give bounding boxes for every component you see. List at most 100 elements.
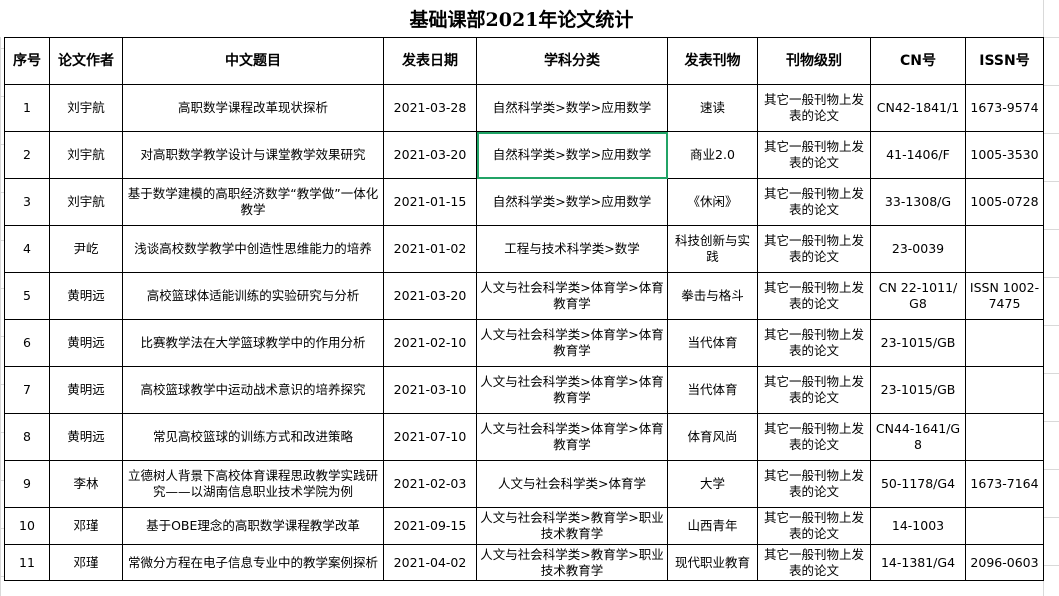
cell-title[interactable]: 基于数学建模的高职经济数学“教学做”一体化教学 (122, 178, 384, 226)
cell-level[interactable]: 其它一般刊物上发表的论文 (757, 225, 871, 273)
cell-title[interactable]: 高校篮球教学中运动战术意识的培养探究 (122, 366, 384, 414)
cell-index[interactable]: 1 (4, 84, 50, 132)
cell-issn[interactable] (965, 507, 1044, 545)
cell-issn[interactable]: ISSN 1002-7475 (965, 272, 1044, 320)
column-header-author[interactable]: 论文作者 (49, 37, 123, 85)
cell-title[interactable]: 基于OBE理念的高职数学课程教学改革 (122, 507, 384, 545)
cell-journal[interactable]: 速读 (667, 84, 758, 132)
cell-issn[interactable] (965, 319, 1044, 367)
cell-author[interactable]: 尹屹 (49, 225, 123, 273)
column-header-cn[interactable]: CN号 (870, 37, 966, 85)
cell-cn[interactable]: 14-1381/G4 (870, 544, 966, 581)
cell-issn[interactable]: 1673-9574 (965, 84, 1044, 132)
cell-cn[interactable]: CN44-1641/G8 (870, 413, 966, 461)
cell-level[interactable]: 其它一般刊物上发表的论文 (757, 178, 871, 226)
cell-date[interactable]: 2021-01-15 (383, 178, 477, 226)
cell-issn[interactable] (965, 225, 1044, 273)
cell-journal[interactable]: 现代职业教育 (667, 544, 758, 581)
cell-index[interactable]: 5 (4, 272, 50, 320)
cell-cn[interactable]: 14-1003 (870, 507, 966, 545)
cell-category[interactable]: 人文与社会科学类>体育学>体育教育学 (476, 413, 668, 461)
cell-date[interactable]: 2021-04-02 (383, 544, 477, 581)
cell-journal[interactable]: 拳击与格斗 (667, 272, 758, 320)
column-header-date[interactable]: 发表日期 (383, 37, 477, 85)
cell-cn[interactable]: 33-1308/G (870, 178, 966, 226)
cell-issn[interactable]: 1005-3530 (965, 131, 1044, 179)
cell-title[interactable]: 常微分方程在电子信息专业中的教学案例探析 (122, 544, 384, 581)
cell-issn[interactable] (965, 413, 1044, 461)
cell-index[interactable]: 4 (4, 225, 50, 273)
column-header-issn[interactable]: ISSN号 (965, 37, 1044, 85)
cell-level[interactable]: 其它一般刊物上发表的论文 (757, 84, 871, 132)
cell-index[interactable]: 8 (4, 413, 50, 461)
cell-author[interactable]: 邓瑾 (49, 544, 123, 581)
cell-author[interactable]: 李林 (49, 460, 123, 508)
cell-category[interactable]: 人文与社会科学类>体育学>体育教育学 (476, 366, 668, 414)
cell-category[interactable]: 人文与社会科学类>教育学>职业技术教育学 (476, 544, 668, 581)
cell-journal[interactable]: 科技创新与实践 (667, 225, 758, 273)
cell-cn[interactable]: 23-1015/GB (870, 319, 966, 367)
cell-title[interactable]: 立德树人背景下高校体育课程思政教学实践研究——以湖南信息职业技术学院为例 (122, 460, 384, 508)
cell-category[interactable]: 人文与社会科学类>体育学 (476, 460, 668, 508)
cell-cn[interactable]: 23-1015/GB (870, 366, 966, 414)
cell-level[interactable]: 其它一般刊物上发表的论文 (757, 507, 871, 545)
cell-title[interactable]: 常见高校篮球的训练方式和改进策略 (122, 413, 384, 461)
empty-grid-area[interactable] (1043, 0, 1059, 596)
cell-category[interactable]: 人文与社会科学类>教育学>职业技术教育学 (476, 507, 668, 545)
cell-index[interactable]: 7 (4, 366, 50, 414)
cell-cn[interactable]: 41-1406/F (870, 131, 966, 179)
cell-date[interactable]: 2021-02-10 (383, 319, 477, 367)
cell-author[interactable]: 黄明远 (49, 366, 123, 414)
column-header-category[interactable]: 学科分类 (476, 37, 668, 85)
cell-author[interactable]: 刘宇航 (49, 131, 123, 179)
column-header-title[interactable]: 中文题目 (122, 37, 384, 85)
cell-cn[interactable]: CN42-1841/1 (870, 84, 966, 132)
cell-index[interactable]: 9 (4, 460, 50, 508)
cell-date[interactable]: 2021-03-20 (383, 272, 477, 320)
cell-category[interactable]: 工程与技术科学类>数学 (476, 225, 668, 273)
cell-author[interactable]: 刘宇航 (49, 84, 123, 132)
cell-category[interactable]: 自然科学类>数学>应用数学 (476, 131, 668, 179)
cell-cn[interactable]: 50-1178/G4 (870, 460, 966, 508)
cell-cn[interactable]: 23-0039 (870, 225, 966, 273)
cell-date[interactable]: 2021-03-28 (383, 84, 477, 132)
cell-journal[interactable]: 当代体育 (667, 366, 758, 414)
cell-title[interactable]: 高校篮球体适能训练的实验研究与分析 (122, 272, 384, 320)
cell-issn[interactable]: 1673-7164 (965, 460, 1044, 508)
cell-journal[interactable]: 《休闲》 (667, 178, 758, 226)
sheet-title[interactable]: 基础课部2021年论文统计 (0, 0, 1043, 37)
cell-journal[interactable]: 体育风尚 (667, 413, 758, 461)
cell-journal[interactable]: 商业2.0 (667, 131, 758, 179)
cell-index[interactable]: 10 (4, 507, 50, 545)
cell-title[interactable]: 浅谈高校数学教学中创造性思维能力的培养 (122, 225, 384, 273)
cell-level[interactable]: 其它一般刊物上发表的论文 (757, 131, 871, 179)
cell-level[interactable]: 其它一般刊物上发表的论文 (757, 319, 871, 367)
column-header-journal[interactable]: 发表刊物 (667, 37, 758, 85)
cell-level[interactable]: 其它一般刊物上发表的论文 (757, 272, 871, 320)
cell-index[interactable]: 6 (4, 319, 50, 367)
cell-index[interactable]: 2 (4, 131, 50, 179)
cell-issn[interactable]: 1005-0728 (965, 178, 1044, 226)
cell-level[interactable]: 其它一般刊物上发表的论文 (757, 460, 871, 508)
cell-title[interactable]: 对高职数学教学设计与课堂教学效果研究 (122, 131, 384, 179)
cell-author[interactable]: 黄明远 (49, 319, 123, 367)
cell-level[interactable]: 其它一般刊物上发表的论文 (757, 413, 871, 461)
cell-title[interactable]: 比赛教学法在大学篮球教学中的作用分析 (122, 319, 384, 367)
cell-journal[interactable]: 当代体育 (667, 319, 758, 367)
cell-title[interactable]: 高职数学课程改革现状探析 (122, 84, 384, 132)
cell-category[interactable]: 人文与社会科学类>体育学>体育教育学 (476, 319, 668, 367)
cell-index[interactable]: 11 (4, 544, 50, 581)
cell-date[interactable]: 2021-03-20 (383, 131, 477, 179)
cell-date[interactable]: 2021-07-10 (383, 413, 477, 461)
cell-level[interactable]: 其它一般刊物上发表的论文 (757, 544, 871, 581)
column-header-index[interactable]: 序号 (4, 37, 50, 85)
cell-issn[interactable] (965, 366, 1044, 414)
cell-category[interactable]: 自然科学类>数学>应用数学 (476, 84, 668, 132)
cell-author[interactable]: 刘宇航 (49, 178, 123, 226)
cell-date[interactable]: 2021-03-10 (383, 366, 477, 414)
column-header-level[interactable]: 刊物级别 (757, 37, 871, 85)
cell-category[interactable]: 人文与社会科学类>体育学>体育教育学 (476, 272, 668, 320)
cell-level[interactable]: 其它一般刊物上发表的论文 (757, 366, 871, 414)
cell-issn[interactable]: 2096-0603 (965, 544, 1044, 581)
cell-date[interactable]: 2021-09-15 (383, 507, 477, 545)
